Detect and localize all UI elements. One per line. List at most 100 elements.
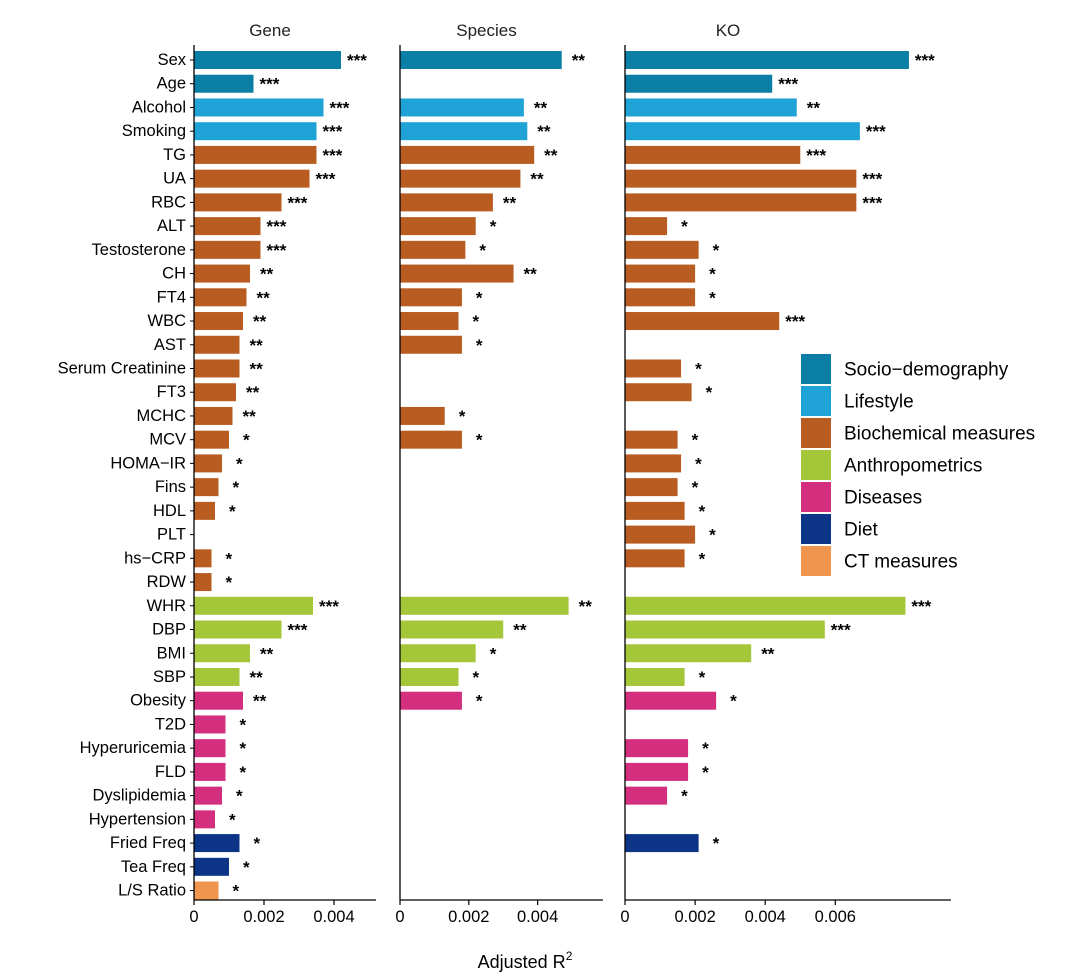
x-tick-label: 0 <box>189 908 198 926</box>
category-label: FT3 <box>157 383 186 401</box>
bar <box>625 596 906 615</box>
significance-label: * <box>699 549 706 568</box>
significance-label: *** <box>267 217 287 236</box>
significance-label: * <box>699 668 706 687</box>
significance-label: * <box>490 644 497 663</box>
significance-label: *** <box>866 122 886 141</box>
category-label: Sex <box>158 51 187 69</box>
significance-label: ** <box>503 193 517 212</box>
significance-label: *** <box>288 621 308 640</box>
bar <box>194 762 226 781</box>
bar <box>625 169 857 188</box>
category-label: RDW <box>147 573 187 591</box>
bar <box>625 644 752 663</box>
x-axis-label: Adjusted R2 <box>478 949 573 972</box>
significance-label: * <box>709 265 716 284</box>
bar <box>194 739 226 758</box>
significance-label: ** <box>513 621 527 640</box>
category-label: HDL <box>153 502 186 520</box>
legend-swatch <box>801 450 831 480</box>
significance-label: ** <box>579 597 593 616</box>
panel-species: Species****************************0 0.00… <box>395 21 603 926</box>
bar <box>625 312 780 331</box>
significance-label: *** <box>260 75 280 94</box>
significance-label: * <box>233 882 240 901</box>
significance-label: *** <box>785 312 805 331</box>
bar <box>194 786 222 805</box>
bar <box>400 217 476 236</box>
x-tick-label: 0.004 <box>517 908 558 926</box>
bar <box>194 51 341 69</box>
significance-label: * <box>243 431 250 450</box>
significance-label: ** <box>250 359 264 378</box>
bar <box>625 145 801 164</box>
significance-label: *** <box>330 98 350 117</box>
category-label: HOMA−IR <box>110 454 186 472</box>
bar <box>400 193 493 212</box>
significance-label: * <box>490 217 497 236</box>
bar <box>625 217 668 236</box>
category-label: Serum Creatinine <box>58 359 186 377</box>
bar <box>625 359 682 378</box>
significance-label: ** <box>530 170 544 189</box>
significance-label: ** <box>544 146 558 165</box>
category-label: Obesity <box>130 692 187 710</box>
x-tick-label: 0 <box>620 908 629 926</box>
significance-label: * <box>472 668 479 687</box>
category-label: Fins <box>155 478 186 496</box>
bar <box>400 596 569 615</box>
significance-label: *** <box>319 597 339 616</box>
panel-title: Gene <box>249 21 291 40</box>
bar <box>625 549 685 568</box>
significance-label: * <box>709 288 716 307</box>
significance-label: * <box>713 834 720 853</box>
legend-swatch <box>801 418 831 448</box>
bar <box>194 596 313 615</box>
bar <box>194 501 215 520</box>
panel-title: Species <box>456 21 516 40</box>
significance-label: ** <box>572 51 586 70</box>
legend-label: Biochemical measures <box>844 424 1035 445</box>
significance-label: ** <box>524 265 538 284</box>
bar <box>625 240 699 259</box>
x-tick-label: 0.002 <box>448 908 489 926</box>
significance-label: ** <box>243 407 257 426</box>
significance-label: ** <box>260 644 274 663</box>
panel-ko: KO**************************************… <box>620 21 951 926</box>
category-label: AST <box>154 336 186 354</box>
category-label: UA <box>163 170 186 188</box>
significance-label: *** <box>323 146 343 165</box>
significance-label: * <box>695 359 702 378</box>
bar <box>625 762 689 781</box>
bar <box>194 549 212 568</box>
significance-label: * <box>233 478 240 497</box>
category-label: MCHC <box>137 407 187 425</box>
category-label: Alcohol <box>132 98 186 116</box>
bar <box>625 525 696 544</box>
category-label: Smoking <box>122 122 186 140</box>
bar <box>625 74 773 93</box>
significance-label: * <box>692 478 699 497</box>
category-label: CH <box>162 265 186 283</box>
x-tick-label: 0.004 <box>745 908 786 926</box>
significance-label: * <box>695 454 702 473</box>
significance-label: * <box>476 431 483 450</box>
bar <box>400 691 462 710</box>
category-label: DBP <box>152 621 186 639</box>
bar <box>625 667 685 686</box>
category-label: Hyperuricemia <box>80 739 187 757</box>
chart-panels: Gene************************************… <box>189 21 951 926</box>
x-tick-label: 0.006 <box>815 908 856 926</box>
legend-label: Socio−demography <box>844 360 1009 381</box>
bar <box>194 644 250 663</box>
significance-label: * <box>240 739 247 758</box>
bar <box>194 98 324 117</box>
panel-title: KO <box>716 21 741 40</box>
category-label: RBC <box>151 193 186 211</box>
bar <box>194 715 226 734</box>
significance-label: *** <box>347 51 367 70</box>
bar <box>194 857 229 876</box>
category-label: FLD <box>155 763 186 781</box>
x-tick-label: 0.002 <box>674 908 715 926</box>
